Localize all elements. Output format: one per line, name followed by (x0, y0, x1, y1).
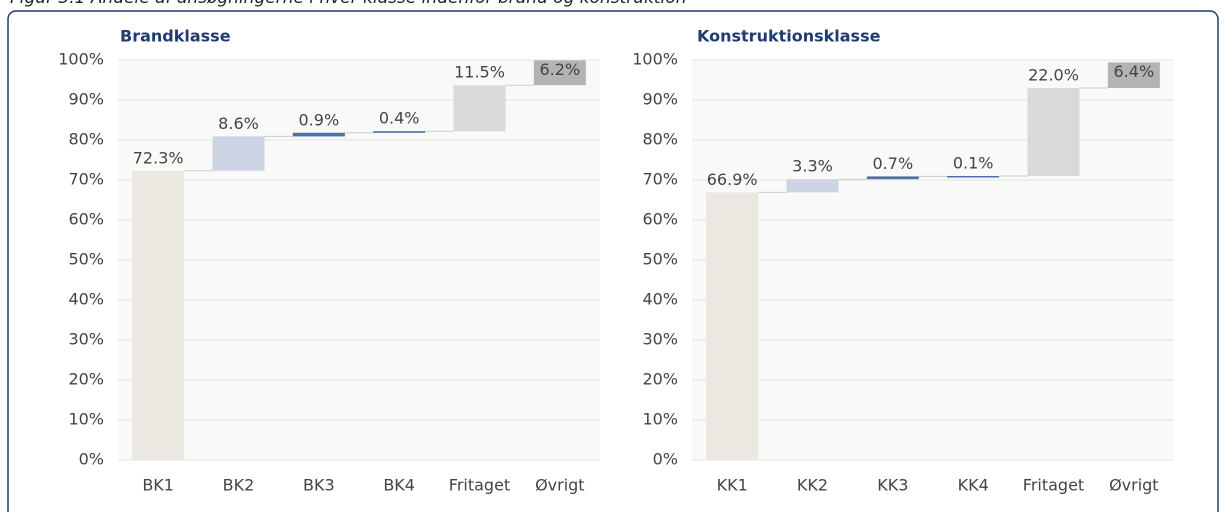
value-label: 22.0% (1028, 66, 1079, 85)
y-tick-label: 30% (68, 330, 104, 349)
x-tick-label: BK2 (223, 476, 255, 495)
bar (453, 85, 506, 132)
y-tick-label: 50% (642, 250, 678, 269)
y-tick-label: 20% (68, 370, 104, 389)
y-tick-label: 10% (642, 410, 678, 429)
y-tick-label: 40% (642, 290, 678, 309)
value-label: 6.2% (540, 60, 581, 79)
value-label: 11.5% (454, 63, 505, 82)
x-tick-label: BK4 (383, 476, 415, 495)
value-label: 0.9% (299, 110, 340, 129)
y-tick-label: 40% (68, 290, 104, 309)
x-tick-label: BK3 (303, 476, 335, 495)
x-tick-label: Fritaget (449, 476, 510, 495)
y-tick-label: 70% (642, 170, 678, 189)
y-tick-label: 30% (642, 330, 678, 349)
y-tick-label: 0% (653, 450, 678, 469)
y-tick-label: 80% (642, 130, 678, 149)
bar (373, 131, 426, 133)
value-label: 6.4% (1114, 62, 1155, 81)
y-tick-label: 80% (68, 130, 104, 149)
value-label: 3.3% (792, 157, 833, 176)
bar (786, 179, 839, 193)
y-tick-label: 10% (68, 410, 104, 429)
x-tick-label: KK2 (797, 476, 828, 495)
bar (706, 192, 759, 460)
y-tick-label: 100% (632, 50, 678, 69)
y-tick-label: 0% (79, 450, 104, 469)
bar (292, 132, 345, 137)
x-tick-label: Øvrigt (535, 476, 585, 495)
y-tick-label: 60% (642, 210, 678, 229)
y-tick-label: 70% (68, 170, 104, 189)
bar (533, 60, 586, 86)
bar (866, 176, 919, 180)
chart-title: Brandklasse (120, 27, 231, 46)
y-tick-label: 90% (642, 90, 678, 109)
value-label: 8.6% (218, 114, 259, 133)
value-label: 0.1% (953, 154, 994, 173)
y-tick-label: 90% (68, 90, 104, 109)
value-label: 66.9% (707, 170, 758, 189)
caption: Figur 3.1 Andele af ansøgningerne i hver… (10, 0, 687, 8)
x-tick-label: KK3 (877, 476, 908, 495)
bar (1107, 62, 1160, 88)
y-tick-label: 100% (58, 50, 104, 69)
bar (1027, 88, 1080, 176)
y-tick-label: 60% (68, 210, 104, 229)
value-label: 0.4% (379, 109, 420, 128)
value-label: 72.3% (133, 148, 184, 167)
chart-title: Konstruktionsklasse (697, 27, 881, 46)
bar (947, 176, 1000, 178)
bar (132, 170, 185, 461)
y-tick-label: 20% (642, 370, 678, 389)
value-label: 0.7% (873, 154, 914, 173)
bar (212, 136, 265, 171)
y-tick-label: 50% (68, 250, 104, 269)
x-tick-label: BK1 (142, 476, 174, 495)
x-tick-label: KK1 (717, 476, 748, 495)
x-tick-label: Fritaget (1023, 476, 1084, 495)
x-tick-label: KK4 (958, 476, 989, 495)
x-tick-label: Øvrigt (1109, 476, 1159, 495)
